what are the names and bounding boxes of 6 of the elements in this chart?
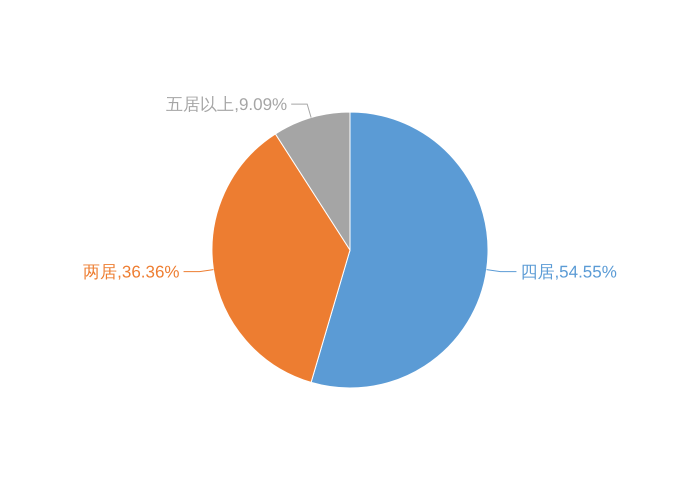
data-label: ,9.09% bbox=[234, 95, 288, 114]
data-label: ,36.36% bbox=[117, 262, 180, 282]
slice-label: 五居以上 bbox=[166, 95, 234, 114]
data-label: ,54.55% bbox=[554, 262, 617, 282]
slice-label: 两居 bbox=[83, 262, 118, 282]
slice-label: 四居 bbox=[520, 262, 554, 282]
